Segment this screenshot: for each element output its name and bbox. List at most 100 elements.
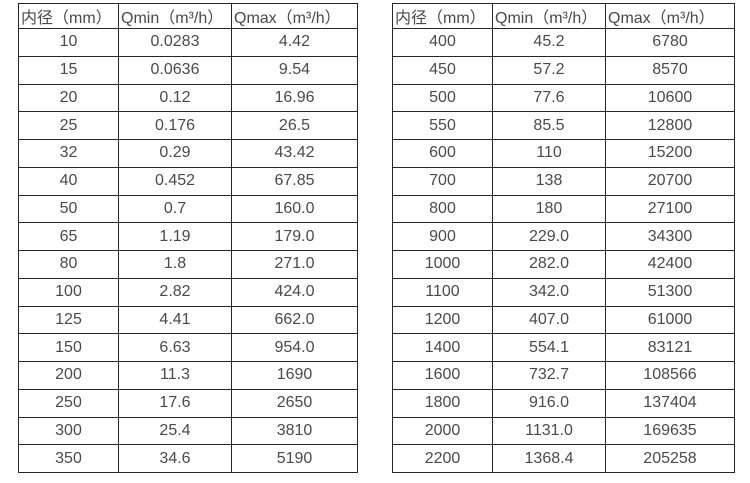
table-cell: 2650 — [231, 388, 358, 418]
table-row: 32 0.29 43.42 — [18, 139, 358, 168]
table-row: 2200 1368.4 205258 — [392, 444, 735, 473]
table-cell: 27100 — [605, 194, 735, 224]
table-row: 700 138 20700 — [392, 166, 735, 196]
table-row: 250 17.6 2650 — [18, 388, 358, 418]
table-cell: 6780 — [605, 28, 735, 57]
table-cell: 17.6 — [118, 388, 232, 418]
table-cell: 1.19 — [118, 222, 232, 251]
table-row: 1600 732.7 108566 — [392, 361, 735, 390]
table-row: 350 34.6 5190 — [18, 444, 358, 473]
table-cell: 0.452 — [118, 166, 232, 196]
table-cell: 450 — [392, 55, 493, 85]
table-cell: 137404 — [605, 388, 735, 418]
table-cell: 0.29 — [118, 139, 232, 168]
table-row: 10 0.0283 4.42 — [18, 28, 358, 57]
table-row: 1200 407.0 61000 — [392, 305, 735, 335]
flow-table-large-diameters: 内径（mm） Qmin（m³/h） Qmax（m³/h） 400 45.2 6780 450… — [392, 3, 735, 473]
table-cell: 110 — [492, 139, 606, 168]
table-cell: 67.85 — [231, 166, 358, 196]
table-cell: 169635 — [605, 416, 735, 446]
table-cell: 1600 — [392, 361, 493, 390]
table-cell: 15 — [18, 55, 119, 85]
table-cell: 250 — [18, 388, 119, 418]
table-cell: 32 — [18, 139, 119, 168]
table-row: 1400 554.1 83121 — [392, 333, 735, 362]
table-cell: 43.42 — [231, 139, 358, 168]
column-header: Qmax（m³/h） — [231, 3, 358, 29]
table-cell: 20 — [18, 83, 119, 113]
table-cell: 42400 — [605, 250, 735, 279]
table-row: 65 1.19 179.0 — [18, 222, 358, 251]
table-cell: 916.0 — [492, 388, 606, 418]
header-row: 内径（mm） Qmin（m³/h） Qmax（m³/h） — [18, 3, 358, 29]
table-cell: 5190 — [231, 444, 358, 473]
table-row: 2000 1131.0 169635 — [392, 416, 735, 446]
table-cell: 732.7 — [492, 361, 606, 390]
table-cell: 662.0 — [231, 305, 358, 335]
table-cell: 10600 — [605, 83, 735, 113]
table-cell: 12800 — [605, 111, 735, 140]
table-cell: 1690 — [231, 361, 358, 390]
table-cell: 282.0 — [492, 250, 606, 279]
table-cell: 77.6 — [492, 83, 606, 113]
table-cell: 0.0283 — [118, 28, 232, 57]
table-cell: 34.6 — [118, 444, 232, 473]
table-cell: 1800 — [392, 388, 493, 418]
table-cell: 10 — [18, 28, 119, 57]
table-cell: 6.63 — [118, 333, 232, 362]
table-cell: 51300 — [605, 277, 735, 307]
table-cell: 0.12 — [118, 83, 232, 113]
table-row: 550 85.5 12800 — [392, 111, 735, 140]
table-row: 400 45.2 6780 — [392, 28, 735, 57]
table-cell: 15200 — [605, 139, 735, 168]
table-cell: 11.3 — [118, 361, 232, 390]
table-cell: 83121 — [605, 333, 735, 362]
table-cell: 300 — [18, 416, 119, 446]
table-cell: 179.0 — [231, 222, 358, 251]
table-row: 600 110 15200 — [392, 139, 735, 168]
table-cell: 16.96 — [231, 83, 358, 113]
table-cell: 1400 — [392, 333, 493, 362]
table-row: 200 11.3 1690 — [18, 361, 358, 390]
table-row: 25 0.176 26.5 — [18, 111, 358, 140]
column-header: Qmin（m³/h） — [118, 3, 232, 29]
column-header: 内径（mm） — [18, 3, 119, 29]
table-cell: 4.41 — [118, 305, 232, 335]
table-cell: 2000 — [392, 416, 493, 446]
table-cell: 0.7 — [118, 194, 232, 224]
table-row: 40 0.452 67.85 — [18, 166, 358, 196]
table-cell: 150 — [18, 333, 119, 362]
table-cell: 229.0 — [492, 222, 606, 251]
table-cell: 1000 — [392, 250, 493, 279]
flow-table-small-diameters: 内径（mm） Qmin（m³/h） Qmax（m³/h） 10 0.0283 4.42 15… — [18, 3, 358, 473]
table-cell: 100 — [18, 277, 119, 307]
table-cell: 25.4 — [118, 416, 232, 446]
table-cell: 34300 — [605, 222, 735, 251]
table-cell: 26.5 — [231, 111, 358, 140]
table-cell: 200 — [18, 361, 119, 390]
table-cell: 65 — [18, 222, 119, 251]
table-cell: 205258 — [605, 444, 735, 473]
table-cell: 550 — [392, 111, 493, 140]
table-cell: 700 — [392, 166, 493, 196]
table-cell: 25 — [18, 111, 119, 140]
table-row: 800 180 27100 — [392, 194, 735, 224]
table-cell: 50 — [18, 194, 119, 224]
table-row: 50 0.7 160.0 — [18, 194, 358, 224]
table-row: 900 229.0 34300 — [392, 222, 735, 251]
table-cell: 85.5 — [492, 111, 606, 140]
table-cell: 80 — [18, 250, 119, 279]
column-header: Qmax（m³/h） — [605, 3, 735, 29]
table-cell: 400 — [392, 28, 493, 57]
table-cell: 1.8 — [118, 250, 232, 279]
table-cell: 0.0636 — [118, 55, 232, 85]
table-row: 125 4.41 662.0 — [18, 305, 358, 335]
table-cell: 3810 — [231, 416, 358, 446]
table-cell: 954.0 — [231, 333, 358, 362]
table-cell: 160.0 — [231, 194, 358, 224]
table-row: 20 0.12 16.96 — [18, 83, 358, 113]
table-cell: 108566 — [605, 361, 735, 390]
table-cell: 554.1 — [492, 333, 606, 362]
table-cell: 900 — [392, 222, 493, 251]
